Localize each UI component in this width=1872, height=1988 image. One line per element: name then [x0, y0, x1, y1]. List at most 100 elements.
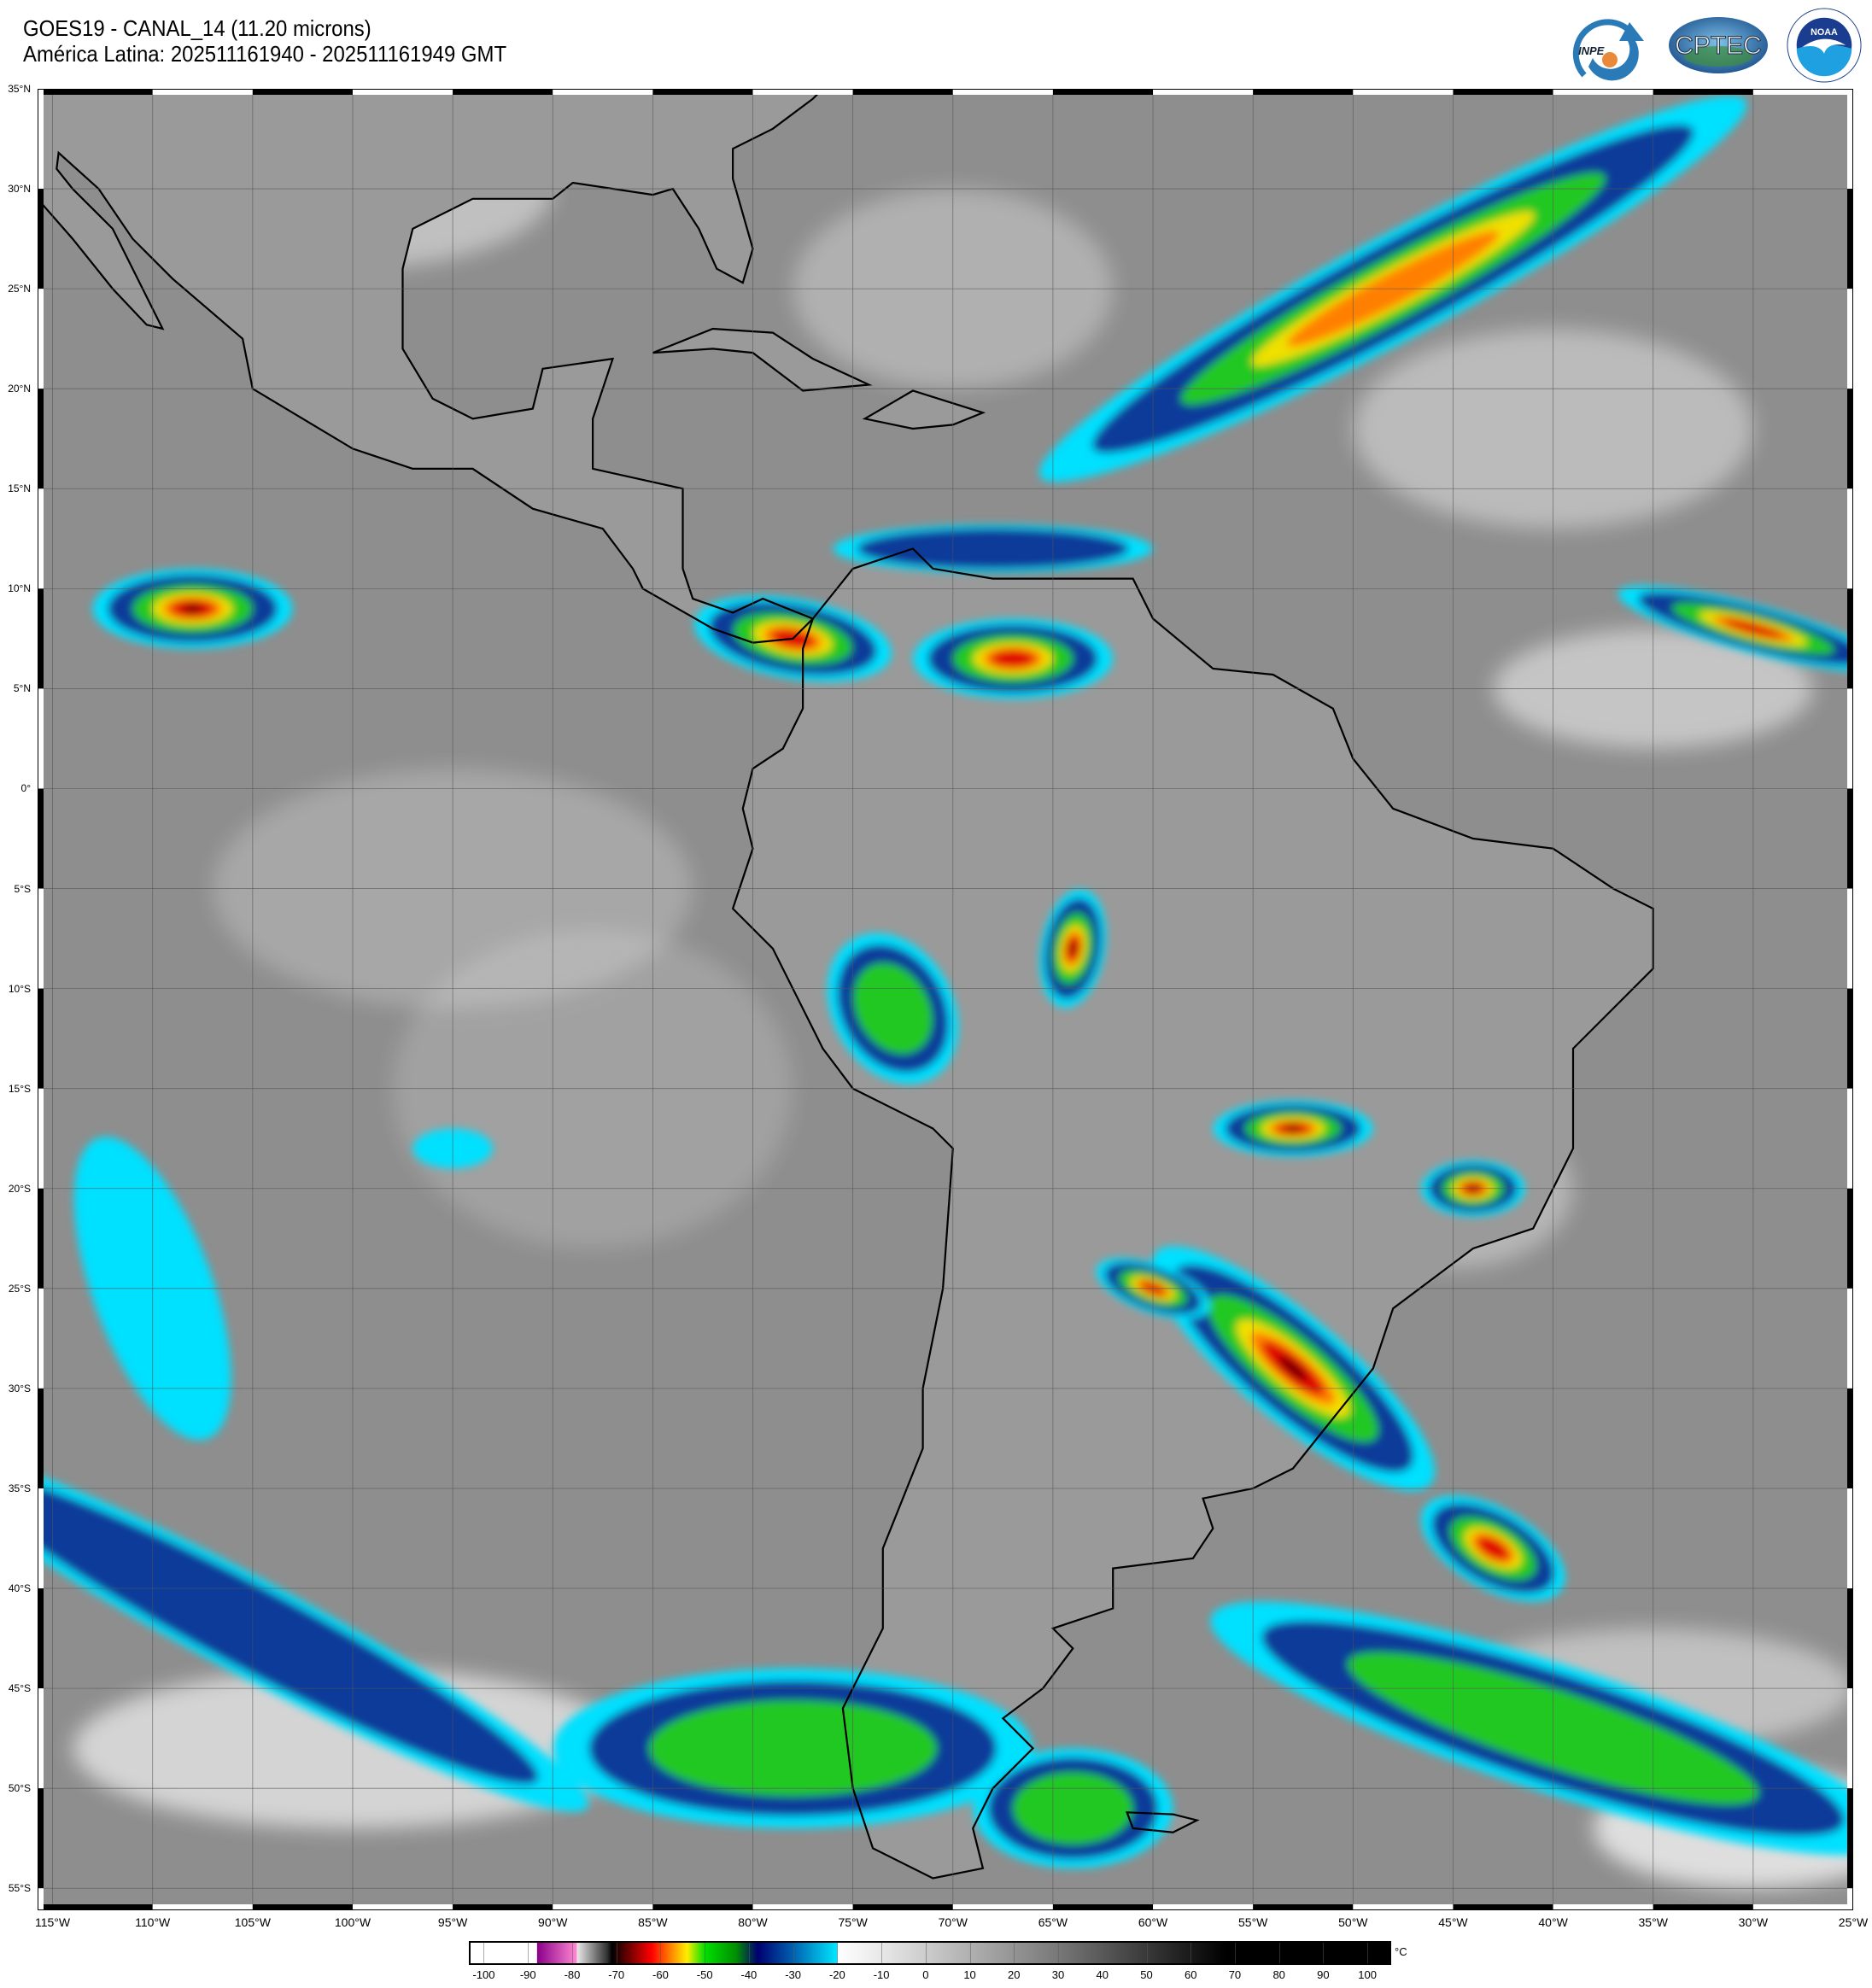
longitude-label: 100°W: [334, 1915, 371, 1929]
latitude-label: 10°S: [8, 982, 31, 995]
longitude-label: 50°W: [1338, 1915, 1368, 1929]
colorbar-tick-mark: [572, 1943, 573, 1963]
frame-segment: [38, 89, 153, 95]
noaa-logo: NOAA: [1787, 8, 1862, 83]
cloud-core: [1284, 1126, 1302, 1131]
latitude-label: 20°S: [8, 1182, 31, 1195]
cloud-system: [1039, 889, 1107, 1009]
colorbar-tick-mark: [1234, 1943, 1236, 1963]
longitude-label: 60°W: [1138, 1915, 1168, 1929]
colorbar-tick-label: 60: [1184, 1968, 1197, 1981]
frame-segment: [752, 1904, 853, 1910]
frame-segment: [1847, 888, 1853, 989]
colorbar-tick-label: -30: [785, 1968, 802, 1981]
colorbar-tick-mark: [837, 1943, 839, 1963]
longitude-label: 45°W: [1438, 1915, 1468, 1929]
latitude-label: 25°N: [8, 283, 31, 295]
satellite-map[interactable]: [38, 89, 1853, 1910]
frame-segment: [553, 89, 653, 95]
colorbar-tick-label: 0: [922, 1968, 929, 1981]
colorbar-tick-label: -10: [873, 1968, 890, 1981]
frame-segment: [852, 1904, 953, 1910]
longitude-label: 70°W: [938, 1915, 968, 1929]
longitude-label: 65°W: [1038, 1915, 1068, 1929]
longitude-label: 75°W: [838, 1915, 868, 1929]
cloud-core: [1477, 1536, 1509, 1560]
frame-segment: [752, 89, 853, 95]
colorbar-tick-mark: [1278, 1943, 1280, 1963]
latitude-label: 15°N: [8, 482, 31, 495]
frame-segment: [38, 1904, 153, 1910]
frame-segment: [252, 89, 353, 95]
frame-segment: [38, 89, 44, 190]
colorbar-tick-label: 90: [1317, 1968, 1330, 1981]
frame-segment: [252, 1904, 353, 1910]
latitude-label: 5°S: [14, 882, 31, 895]
svg-text:NOAA: NOAA: [1811, 27, 1838, 38]
frame-segment: [38, 1688, 44, 1789]
latitude-label: 30°S: [8, 1382, 31, 1395]
latitude-label: 10°N: [8, 582, 31, 595]
frame-segment: [38, 1588, 44, 1689]
latitude-label: 15°S: [8, 1082, 31, 1095]
cloud-system: [973, 1748, 1173, 1868]
frame-segment: [1847, 1788, 1853, 1889]
frame-segment: [1253, 89, 1354, 95]
colorbar-tick-label: -60: [652, 1968, 669, 1981]
colorbar-tick-label: 40: [1096, 1968, 1109, 1981]
frame-segment: [1847, 788, 1853, 889]
frame-segment: [1153, 89, 1254, 95]
colorbar-tick-mark: [748, 1943, 750, 1963]
frame-segment: [352, 1904, 453, 1910]
frame-segment: [38, 1388, 44, 1488]
frame-segment: [38, 988, 44, 1089]
temperature-colorbar: [469, 1941, 1391, 1965]
frame-segment: [1847, 1188, 1853, 1289]
colorbar-tick-mark: [1014, 1943, 1015, 1963]
inpe-logo: INPE: [1572, 19, 1644, 81]
longitude-label: 35°W: [1638, 1915, 1668, 1929]
colorbar-tick-label: -50: [696, 1968, 713, 1981]
cloud-system: [92, 568, 293, 649]
frame-segment: [1847, 688, 1853, 789]
colorbar-tick-label: 20: [1008, 1968, 1021, 1981]
longitude-label: 95°W: [437, 1915, 468, 1929]
frame-segment: [38, 488, 44, 589]
frame-segment: [1847, 1488, 1853, 1589]
cuba-land: [652, 329, 869, 391]
colorbar-tick-label: 30: [1051, 1968, 1065, 1981]
colorbar-tick-mark: [528, 1943, 529, 1963]
frame-segment: [1847, 1288, 1853, 1389]
frame-segment: [38, 1488, 44, 1589]
latitude-label: 35°N: [8, 83, 31, 95]
frame-segment: [1847, 1688, 1853, 1789]
frame-segment: [38, 389, 44, 489]
colorbar-unit: °C: [1395, 1945, 1407, 1958]
cloud-core: [1278, 1356, 1307, 1381]
frame-segment: [38, 1788, 44, 1889]
frame-segment: [553, 1904, 653, 1910]
frame-segment: [1052, 1904, 1154, 1910]
svg-text:CPTEC: CPTEC: [1675, 32, 1762, 60]
frame-segment: [952, 89, 1053, 95]
image-subtitle: América Latina: 202511161940 - 202511161…: [23, 41, 507, 67]
latitude-label: 50°S: [8, 1782, 31, 1795]
map-frame: [38, 89, 1853, 1910]
cloud-core: [857, 528, 1129, 570]
longitude-label: 30°W: [1738, 1915, 1769, 1929]
frame-segment: [652, 89, 753, 95]
colorbar-tick-mark: [1190, 1943, 1192, 1963]
cptec-logo: CPTEC: [1669, 17, 1768, 73]
frame-segment: [1847, 488, 1853, 589]
cloud-core: [182, 605, 203, 613]
image-title: GOES19 - CANAL_14 (11.20 microns): [23, 15, 371, 41]
frame-segment: [1752, 1904, 1853, 1910]
hispaniola-land: [864, 390, 983, 429]
cloud-system: [1213, 1100, 1373, 1157]
lat-lon-grid: [38, 89, 1853, 1910]
frame-segment: [1353, 1904, 1454, 1910]
colorbar-tick-label: 80: [1272, 1968, 1285, 1981]
colorbar-tick-mark: [660, 1943, 662, 1963]
latitude-label: 40°S: [8, 1582, 31, 1595]
frame-segment: [38, 289, 44, 389]
